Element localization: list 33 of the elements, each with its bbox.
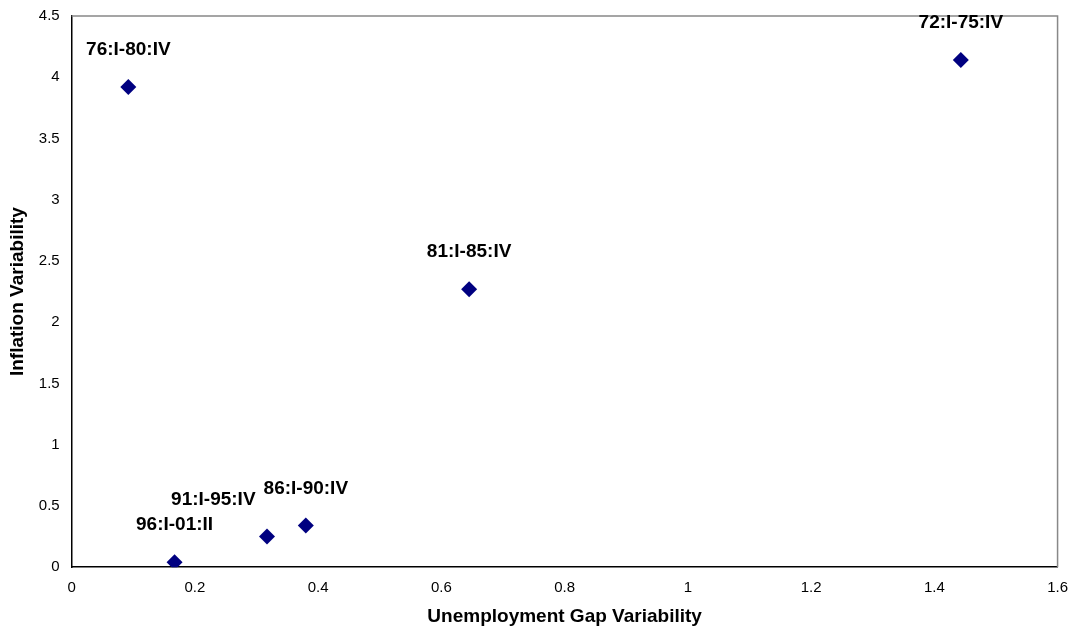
annotation: 81:I-85:IV [426, 240, 512, 262]
annotation: 76:I-80:IV [86, 38, 171, 60]
x-tick-label: 0.6 [430, 578, 452, 596]
point [461, 281, 478, 298]
point [120, 79, 137, 96]
point [952, 52, 969, 69]
y-tick-label: 4 [51, 67, 60, 85]
point [297, 517, 314, 534]
point [258, 528, 275, 545]
y-tick-label: 3.5 [38, 128, 60, 146]
y-tick-label: 1 [51, 434, 60, 452]
x-tick-label: 0.8 [554, 578, 576, 596]
y-tick-label: 2 [51, 312, 60, 330]
point [166, 554, 183, 568]
x-tick-label: 0.4 [307, 578, 329, 596]
y-tick-label: 1.5 [38, 373, 60, 391]
y-tick-label: 4.5 [38, 6, 60, 24]
y-tick-label: 3 [51, 189, 60, 207]
x-tick-label: 1.2 [800, 578, 822, 596]
x-tick-label: 1 [683, 578, 693, 596]
x-tick-label: 0.2 [184, 578, 206, 596]
annotation: 72:I-75:IV [918, 11, 1004, 33]
annotation: 96:I-01:II [136, 513, 214, 535]
x-axis-title: Unemployment Gap Variability [427, 604, 703, 626]
x-tick-label: 0 [67, 578, 76, 596]
y-tick-label: 0 [51, 557, 60, 575]
x-tick-label: 1.6 [1047, 578, 1068, 596]
y-tick-label: 2.5 [38, 251, 60, 269]
x-tick-label: 1.4 [923, 578, 945, 596]
annotation: 86:I-90:IV [263, 476, 349, 498]
y-tick-label: 0.5 [38, 496, 60, 514]
annotation: 91:I-95:IV [171, 487, 256, 509]
y-axis-title: Inflation Variability [5, 206, 27, 377]
